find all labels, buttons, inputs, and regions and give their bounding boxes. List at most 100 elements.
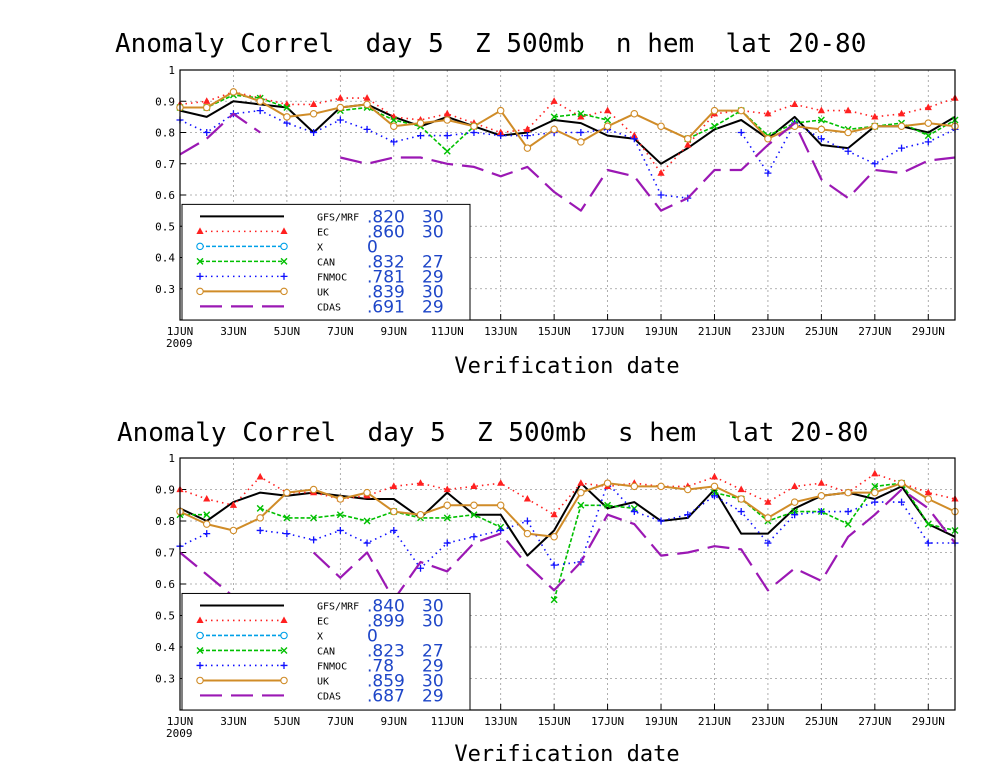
data-point bbox=[844, 106, 852, 114]
legend-score: .687 bbox=[367, 686, 405, 706]
data-point bbox=[550, 596, 558, 604]
legend-count: 29 bbox=[422, 686, 444, 706]
data-point bbox=[710, 472, 719, 480]
data-point bbox=[363, 488, 371, 497]
x-tick-label: 25JUN bbox=[805, 325, 838, 338]
y-tick-label: 0.6 bbox=[155, 189, 175, 202]
data-point bbox=[523, 144, 532, 152]
legend-score: .840 bbox=[367, 596, 405, 616]
data-point bbox=[283, 104, 291, 111]
y-tick-label: 0.5 bbox=[155, 220, 175, 233]
legend-count: 27 bbox=[422, 252, 444, 272]
data-point bbox=[630, 508, 638, 516]
data-point bbox=[203, 494, 211, 502]
data-point bbox=[684, 141, 692, 148]
data-point bbox=[577, 110, 585, 118]
legend: GFS/MRF .840 30 EC .899 30 X 0 CAN .823 27 FNMOC .78… bbox=[181, 592, 471, 711]
data-point bbox=[764, 539, 772, 547]
legend-label: GFS/MRF bbox=[317, 601, 359, 612]
data-point bbox=[336, 103, 345, 112]
data-point bbox=[390, 482, 398, 489]
data-point bbox=[196, 661, 204, 669]
data-point bbox=[523, 517, 531, 525]
legend: GFS/MRF .820 30 EC .860 30 X 0 CAN .832 27 FNMOC .78… bbox=[181, 203, 471, 321]
data-point bbox=[657, 122, 665, 131]
chart-title: Anomaly Correl day 5 Z 500mb s hem lat 2… bbox=[117, 418, 868, 448]
legend-count: 30 bbox=[422, 596, 444, 616]
series-line-uk bbox=[180, 90, 956, 150]
data-point bbox=[817, 508, 825, 516]
data-point bbox=[283, 488, 291, 497]
data-point bbox=[710, 122, 718, 130]
data-point bbox=[764, 514, 772, 522]
data-point bbox=[196, 227, 204, 234]
data-point bbox=[280, 646, 288, 654]
data-point bbox=[309, 110, 318, 118]
chart-panel-1: Anomaly Correl day 5 Z 500mb n hem lat 2… bbox=[115, 29, 959, 379]
legend-label: EC bbox=[317, 616, 329, 627]
data-point bbox=[844, 488, 852, 497]
data-point bbox=[196, 257, 204, 265]
x-tick-label: 7JUN bbox=[327, 325, 354, 338]
legend-label: X bbox=[317, 242, 323, 253]
chart-panel-2: Anomaly Correl day 5 Z 500mb s hem lat 2… bbox=[117, 418, 959, 767]
legend-score: 0 bbox=[367, 237, 378, 257]
data-point bbox=[737, 129, 745, 136]
legend-count: 30 bbox=[422, 207, 444, 227]
data-point bbox=[764, 109, 772, 117]
x-tick-label: 23JUN bbox=[751, 715, 784, 728]
data-point bbox=[256, 526, 264, 534]
series-group bbox=[176, 87, 959, 212]
legend-label: FNMOC bbox=[317, 272, 347, 283]
legend-score: .820 bbox=[367, 207, 405, 227]
data-point bbox=[196, 287, 204, 296]
data-point bbox=[310, 129, 318, 136]
legend-count: 29 bbox=[422, 267, 444, 287]
x-tick-label: 29JUN bbox=[912, 715, 945, 728]
data-point bbox=[196, 272, 204, 280]
data-point bbox=[898, 498, 906, 506]
series-uk bbox=[176, 88, 959, 152]
data-point bbox=[280, 631, 288, 640]
data-point bbox=[790, 498, 799, 506]
data-point bbox=[417, 564, 425, 572]
data-point bbox=[256, 514, 264, 522]
series-line-uk bbox=[179, 482, 956, 538]
data-point bbox=[229, 526, 238, 535]
data-point bbox=[924, 138, 932, 146]
data-point bbox=[310, 514, 318, 522]
data-point bbox=[470, 122, 478, 131]
series-cdas bbox=[179, 488, 956, 617]
data-point bbox=[443, 116, 451, 124]
data-point bbox=[443, 501, 451, 509]
data-point bbox=[577, 112, 585, 120]
data-point bbox=[684, 511, 692, 519]
data-point bbox=[256, 504, 264, 512]
data-point bbox=[764, 135, 772, 143]
data-point bbox=[924, 520, 932, 528]
series-group bbox=[176, 469, 959, 617]
data-point bbox=[817, 135, 825, 143]
data-point bbox=[844, 147, 852, 155]
data-point bbox=[871, 482, 879, 490]
data-point bbox=[710, 106, 719, 115]
x-tick-label: 3JUN bbox=[220, 325, 247, 338]
data-point bbox=[791, 511, 799, 519]
data-point bbox=[390, 138, 398, 146]
data-point bbox=[363, 125, 371, 133]
legend-score: .832 bbox=[367, 252, 405, 272]
data-point bbox=[871, 498, 879, 506]
legend-score: .691 bbox=[367, 297, 405, 317]
legend-box bbox=[181, 592, 471, 711]
data-point bbox=[924, 132, 932, 140]
data-point bbox=[309, 485, 318, 494]
y-tick-label: 0.9 bbox=[155, 484, 175, 497]
data-point bbox=[280, 616, 288, 624]
legend-count: 30 bbox=[422, 282, 444, 302]
y-tick-label: 1 bbox=[168, 452, 175, 465]
x-tick-label: 21JUN bbox=[698, 715, 731, 728]
data-point bbox=[844, 520, 852, 528]
data-point bbox=[764, 498, 772, 505]
y-tick-label: 0.8 bbox=[155, 515, 175, 528]
x-axis-label: Verification date bbox=[454, 742, 679, 767]
